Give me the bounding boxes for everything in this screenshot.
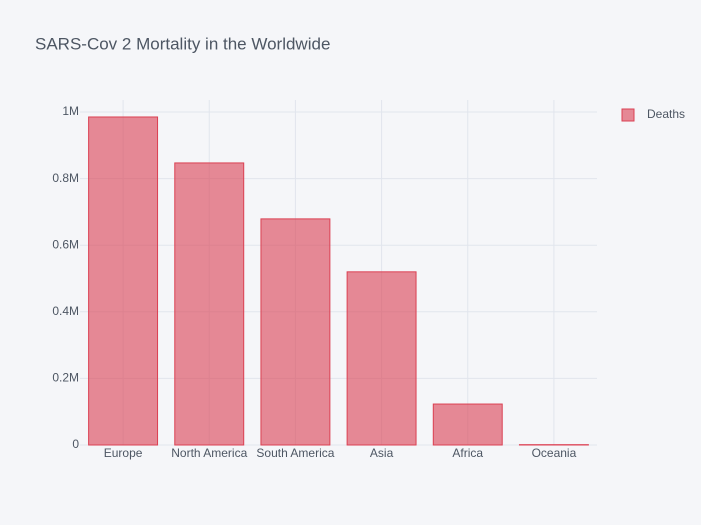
y-tick-label: 0 (72, 437, 79, 451)
chart-title: SARS-Cov 2 Mortality in the Worldwide (35, 34, 330, 53)
y-tick-label: 0.4M (52, 304, 79, 318)
x-tick-label: Asia (370, 446, 394, 460)
y-tick-label: 0.6M (52, 237, 79, 251)
x-tick-label: Africa (452, 446, 483, 460)
y-tick-label: 0.2M (52, 371, 79, 385)
y-tick-label: 0.8M (52, 171, 79, 185)
bar (88, 116, 159, 446)
x-tick-label: South America (256, 446, 334, 460)
legend-label: Deaths (647, 107, 685, 121)
bar (174, 162, 245, 446)
bar (260, 218, 331, 446)
legend-swatch (621, 108, 635, 122)
y-tick-label: 1M (62, 104, 79, 118)
x-tick-label: Oceania (532, 446, 577, 460)
bar (346, 271, 417, 446)
x-tick-label: Europe (104, 446, 143, 460)
bar (432, 403, 503, 446)
x-tick-label: North America (171, 446, 247, 460)
